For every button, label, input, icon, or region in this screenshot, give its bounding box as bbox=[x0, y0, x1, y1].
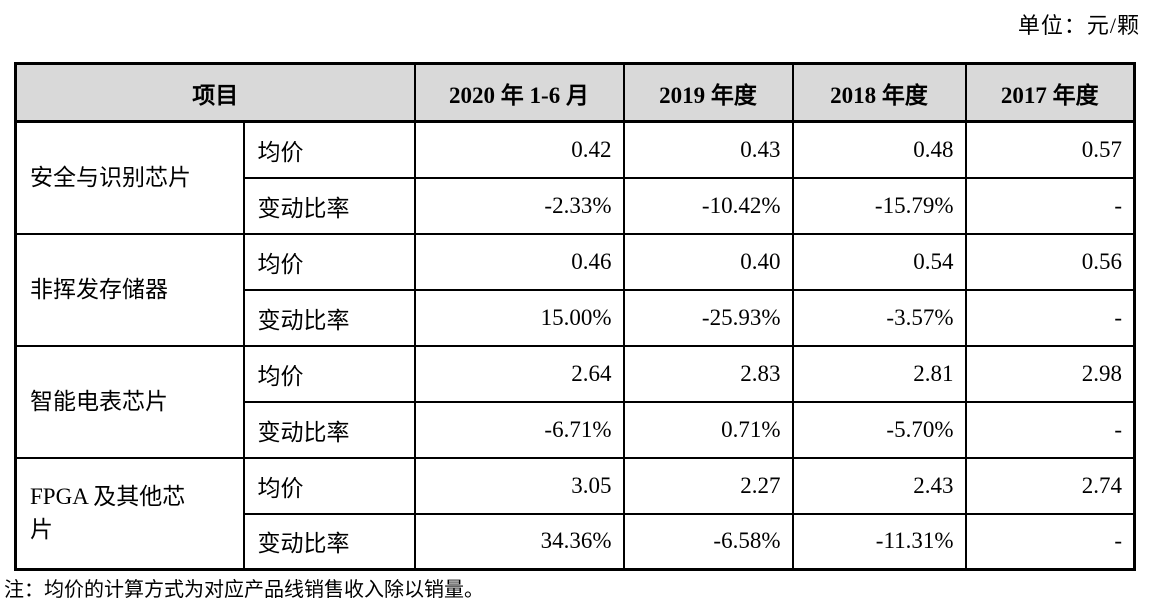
value-cell: - bbox=[964, 512, 1136, 571]
value-cell: 2.81 bbox=[791, 344, 967, 403]
table-row: FPGA 及其他芯片 均价 3.05 2.27 2.43 2.74 bbox=[14, 456, 1136, 571]
table-row: 变动比率 -6.71% 0.71% -5.70% - bbox=[16, 400, 1136, 459]
value-cell: 0.46 bbox=[413, 232, 625, 291]
value-cell: 0.42 bbox=[413, 120, 625, 179]
header-period-2020: 2020 年 1-6 月 bbox=[413, 62, 625, 123]
value-cell: - bbox=[964, 288, 1136, 347]
table-row: 变动比率 -2.33% -10.42% -15.79% - bbox=[16, 176, 1136, 235]
value-cell: -11.31% bbox=[791, 512, 967, 571]
value-cell: 0.54 bbox=[791, 232, 967, 291]
footnote: 注：均价的计算方式为对应产品线销售收入除以销量。 bbox=[4, 579, 484, 601]
value-cell: 2.98 bbox=[964, 344, 1136, 403]
value-cell: 34.36% bbox=[413, 512, 625, 571]
metric-label-change-ratio: 变动比率 bbox=[242, 288, 416, 347]
table-row: 变动比率 15.00% -25.93% -3.57% - bbox=[16, 288, 1136, 347]
metric-label-change-ratio: 变动比率 bbox=[242, 512, 416, 571]
value-cell: 2.64 bbox=[413, 344, 625, 403]
metric-label-change-ratio: 变动比率 bbox=[242, 400, 416, 459]
header-period-2019: 2019 年度 bbox=[622, 62, 794, 123]
table-row: 智能电表芯片 均价 2.64 2.83 2.81 2.98 bbox=[14, 344, 1136, 459]
header-period-2017: 2017 年度 bbox=[964, 62, 1136, 123]
value-cell: 2.74 bbox=[964, 456, 1136, 515]
value-cell: 0.40 bbox=[622, 232, 794, 291]
value-cell: - bbox=[964, 176, 1136, 235]
price-table: 项目 2020 年 1-6 月 2019 年度 2018 年度 2017 年度 … bbox=[14, 62, 1136, 571]
header-item: 项目 bbox=[14, 62, 416, 123]
value-cell: 3.05 bbox=[413, 456, 625, 515]
value-cell: -5.70% bbox=[791, 400, 967, 459]
value-cell: 0.43 bbox=[622, 120, 794, 179]
value-cell: -6.71% bbox=[413, 400, 625, 459]
metric-label-change-ratio: 变动比率 bbox=[242, 176, 416, 235]
header-period-2018: 2018 年度 bbox=[791, 62, 967, 123]
table-row: 安全与识别芯片 均价 0.42 0.43 0.48 0.57 bbox=[14, 120, 1136, 235]
value-cell: - bbox=[964, 400, 1136, 459]
metric-label-avg-price: 均价 bbox=[242, 232, 416, 291]
product-group-name: 智能电表芯片 bbox=[14, 344, 245, 459]
table-row: 变动比率 34.36% -6.58% -11.31% - bbox=[16, 512, 1136, 571]
metric-label-avg-price: 均价 bbox=[242, 456, 416, 515]
value-cell: -6.58% bbox=[622, 512, 794, 571]
product-group-name: 安全与识别芯片 bbox=[14, 120, 245, 235]
metric-label-avg-price: 均价 bbox=[242, 344, 416, 403]
value-cell: -2.33% bbox=[413, 176, 625, 235]
value-cell: 2.43 bbox=[791, 456, 967, 515]
value-cell: -3.57% bbox=[791, 288, 967, 347]
value-cell: 2.27 bbox=[622, 456, 794, 515]
table-row: 非挥发存储器 均价 0.46 0.40 0.54 0.56 bbox=[14, 232, 1136, 347]
value-cell: 0.48 bbox=[791, 120, 967, 179]
value-cell: 15.00% bbox=[413, 288, 625, 347]
unit-label: 单位：元/颗 bbox=[1017, 13, 1140, 38]
metric-label-avg-price: 均价 bbox=[242, 120, 416, 179]
value-cell: -25.93% bbox=[622, 288, 794, 347]
value-cell: 2.83 bbox=[622, 344, 794, 403]
value-cell: -10.42% bbox=[622, 176, 794, 235]
table-header-row: 项目 2020 年 1-6 月 2019 年度 2018 年度 2017 年度 bbox=[14, 62, 1136, 123]
product-group-name: 非挥发存储器 bbox=[14, 232, 245, 347]
value-cell: 0.57 bbox=[964, 120, 1136, 179]
value-cell: 0.56 bbox=[964, 232, 1136, 291]
value-cell: -15.79% bbox=[791, 176, 967, 235]
value-cell: 0.71% bbox=[622, 400, 794, 459]
product-group-name: FPGA 及其他芯片 bbox=[14, 456, 245, 571]
